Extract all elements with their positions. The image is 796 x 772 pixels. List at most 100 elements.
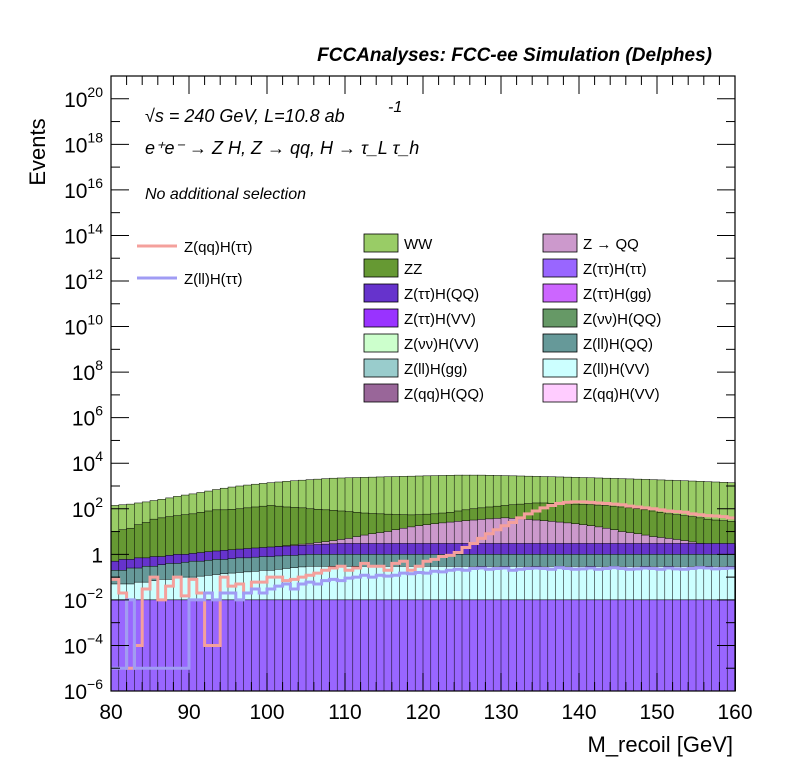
histogram-bar — [391, 599, 401, 692]
legend-label: Z(qq)H(VV) — [583, 386, 660, 403]
legend-swatch — [542, 333, 578, 353]
histogram-bar — [641, 599, 650, 692]
y-tick-label: 106 — [72, 403, 103, 431]
legend-label: Z(ττ)H(QQ) — [404, 286, 479, 303]
histogram-bar — [352, 599, 362, 692]
legend-label: Z(ττ)H(gg) — [583, 286, 652, 303]
histogram-bar — [555, 599, 565, 692]
histogram-bar — [266, 599, 276, 692]
histogram-bar — [344, 599, 354, 692]
histogram-bar — [165, 599, 175, 692]
x-axis-label: M_recoil [GeV] — [588, 732, 734, 757]
histogram-bar — [656, 599, 666, 692]
legend-swatch — [542, 258, 578, 278]
histogram-bar — [173, 599, 182, 692]
y-axis-label: Events — [25, 118, 50, 185]
y-tick-label: 1018 — [64, 129, 103, 157]
x-tick-label: 120 — [405, 701, 440, 724]
x-tick-label: 160 — [717, 701, 752, 724]
histogram-bar — [274, 599, 284, 692]
legend-swatch — [542, 383, 578, 403]
legend-swatch — [363, 333, 399, 353]
histogram-bar — [602, 599, 611, 692]
histogram-bar — [547, 599, 557, 692]
histogram-bar — [633, 599, 643, 692]
legend-label: Z(νν)H(VV) — [404, 336, 479, 353]
histogram-bar — [492, 599, 502, 692]
histogram-bar — [625, 599, 635, 692]
legend-label: Z(ll)H(gg) — [404, 361, 467, 378]
histogram-bar — [695, 599, 705, 692]
legend-signal-label: Z(ll)H(ττ) — [184, 271, 243, 288]
legend-label: Z(ll)H(QQ) — [583, 336, 653, 353]
histogram-bar — [243, 599, 253, 692]
histogram-bar — [313, 599, 323, 692]
histogram-bar — [485, 599, 494, 692]
stack-layer — [110, 474, 736, 692]
histogram-bar — [321, 599, 331, 692]
y-tick-label: 10−4 — [64, 630, 104, 658]
stack-z-h- — [110, 599, 736, 692]
histogram-bar — [516, 599, 526, 692]
x-tick-label: 150 — [639, 701, 674, 724]
histogram-bar — [648, 599, 658, 692]
legend-label: Z(qq)H(QQ) — [404, 386, 484, 403]
signal-layer — [111, 500, 735, 670]
histogram-bar — [430, 599, 440, 692]
histogram-bar — [383, 599, 393, 692]
histogram-bar — [235, 599, 245, 692]
y-tick-label: 1012 — [64, 266, 103, 294]
x-tick-label: 140 — [561, 701, 596, 724]
histogram-bar — [360, 599, 370, 692]
histogram-bar — [469, 599, 479, 692]
axis-ticks: 80 90 100 110 120 130 140 150 160 10−6 10−4 10−2 1 10… — [64, 76, 753, 724]
y-tick-label: 10−6 — [64, 676, 104, 704]
x-tick-label: 110 — [328, 701, 361, 724]
histogram-bar — [453, 599, 463, 692]
histogram-bar — [375, 599, 385, 692]
energy-text: √s = 240 GeV, L=10.8 ab — [145, 106, 345, 126]
histogram-bar — [617, 599, 627, 692]
histogram-bar — [422, 599, 432, 692]
legend-label: Z(ττ)H(VV) — [404, 311, 476, 328]
svg-text:√s = 240 GeV, L=10.8 ab: √s = 240 GeV, L=10.8 ab — [145, 106, 345, 126]
x-tick-label: 130 — [483, 701, 518, 724]
histogram-bar — [258, 599, 268, 692]
histogram-bar — [407, 599, 416, 692]
legend-signal-label: Z(qq)H(ττ) — [184, 239, 253, 256]
histogram-bar — [609, 599, 619, 692]
x-tick-label: 100 — [249, 701, 284, 724]
legend-swatch — [542, 308, 578, 328]
y-tick-label: 102 — [72, 494, 103, 522]
histogram-bar — [414, 599, 424, 692]
histogram-bar — [290, 599, 299, 692]
histogram-bar — [578, 599, 588, 692]
energy-annotation: √s = 240 GeV, L=10.8 ab -1 — [145, 99, 402, 126]
chart-title: FCCAnalyses: FCC-ee Simulation (Delphes) — [317, 45, 712, 66]
histogram-bar — [251, 599, 260, 692]
legend-swatch — [542, 233, 578, 253]
histogram-bar — [399, 599, 409, 692]
y-tick-label: 1 — [91, 544, 103, 567]
y-tick-label: 1010 — [64, 312, 103, 340]
histogram-bar — [680, 599, 689, 692]
histogram-bar — [586, 599, 596, 692]
y-tick-label: 104 — [72, 448, 103, 476]
legend-label: WW — [404, 236, 433, 253]
process-annotation: e⁺e⁻ → Z H, Z → qq, H → τ_L τ_h — [145, 138, 419, 158]
histogram-bar — [329, 599, 338, 692]
energy-exponent: -1 — [388, 99, 402, 116]
legend-swatch — [363, 308, 399, 328]
histogram-bar — [297, 599, 307, 692]
histogram-bar — [500, 599, 510, 692]
signal-zqq-htautau-line — [111, 500, 735, 670]
legend-swatch — [542, 358, 578, 378]
histogram-bar — [563, 599, 572, 692]
legend-label: Z(ll)H(VV) — [583, 361, 650, 378]
legend-swatch — [363, 258, 399, 278]
histogram-bar — [149, 599, 159, 692]
legend-label: Z → QQ — [583, 236, 639, 253]
legend-swatch — [363, 358, 399, 378]
legend-label: ZZ — [404, 261, 422, 278]
